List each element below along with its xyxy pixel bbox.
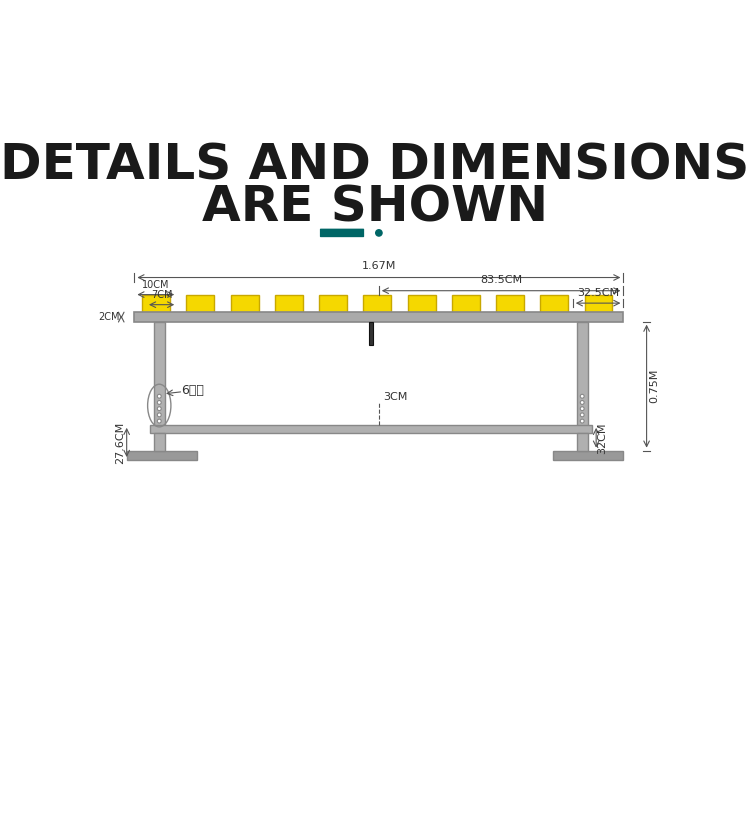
Bar <box>540 295 568 312</box>
Text: 32CM: 32CM <box>597 422 608 453</box>
Text: 1.67M: 1.67M <box>362 262 396 271</box>
Text: ARE SHOWN: ARE SHOWN <box>202 183 548 231</box>
Circle shape <box>158 394 161 399</box>
FancyBboxPatch shape <box>320 229 364 237</box>
Text: 6个孔: 6个孔 <box>181 384 204 397</box>
Bar <box>187 295 214 312</box>
Bar <box>154 433 166 451</box>
Bar <box>554 451 623 460</box>
Bar <box>577 322 589 433</box>
Text: 7CM: 7CM <box>151 290 172 300</box>
Text: 27.6CM: 27.6CM <box>116 421 125 464</box>
Text: 2CM: 2CM <box>98 312 120 322</box>
Bar <box>275 295 303 312</box>
Circle shape <box>375 229 382 237</box>
Text: 3CM: 3CM <box>382 392 407 402</box>
Bar <box>142 295 170 312</box>
Bar <box>134 312 623 322</box>
Bar <box>320 295 347 312</box>
Bar <box>584 295 613 312</box>
Circle shape <box>158 407 161 411</box>
Circle shape <box>158 400 161 404</box>
Bar <box>363 295 392 312</box>
Text: 10CM: 10CM <box>142 280 170 290</box>
Bar <box>154 322 166 433</box>
Circle shape <box>580 407 584 411</box>
Text: DETAILS AND DIMENSIONS: DETAILS AND DIMENSIONS <box>0 141 750 189</box>
Circle shape <box>158 413 161 416</box>
Bar <box>452 295 480 312</box>
Bar <box>127 451 196 460</box>
Bar <box>496 295 524 312</box>
Circle shape <box>158 419 161 423</box>
Circle shape <box>580 419 584 423</box>
Text: 83.5CM: 83.5CM <box>480 275 522 284</box>
Bar <box>577 433 589 451</box>
Bar <box>150 425 592 433</box>
Text: 0.75M: 0.75M <box>650 369 659 403</box>
Bar <box>369 322 374 345</box>
Bar <box>231 295 259 312</box>
Bar <box>407 295 436 312</box>
Text: 32.5CM: 32.5CM <box>577 288 620 297</box>
Circle shape <box>580 413 584 416</box>
Circle shape <box>580 394 584 399</box>
Circle shape <box>580 400 584 404</box>
